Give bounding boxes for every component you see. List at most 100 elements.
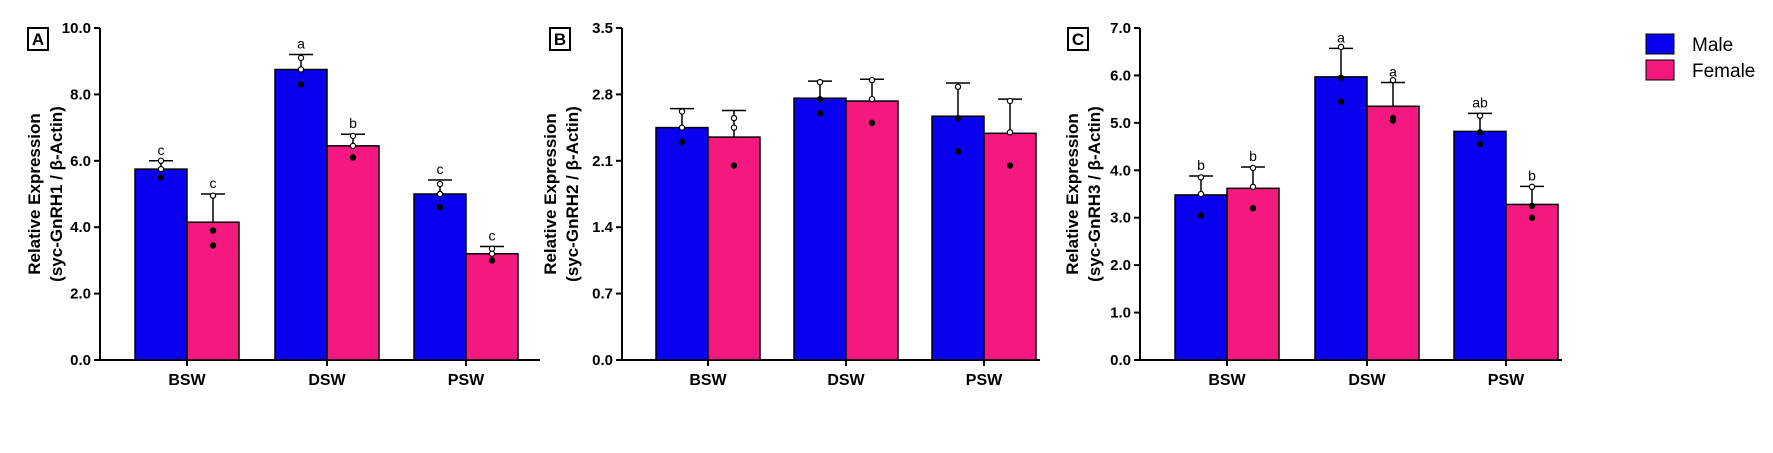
data-point bbox=[730, 114, 738, 122]
data-point bbox=[157, 174, 165, 181]
y-axis-label: Relative Expression bbox=[541, 113, 560, 275]
y-tick-label: 0.0 bbox=[592, 352, 613, 369]
x-tick-label: BSW bbox=[1208, 372, 1246, 389]
y-tick-label: 3.5 bbox=[592, 20, 613, 37]
y-tick-label: 2.1 bbox=[592, 153, 613, 170]
significance-letter: c bbox=[489, 227, 496, 243]
legend-swatch-male bbox=[1645, 33, 1675, 55]
legend-label-male: Male bbox=[1692, 35, 1733, 56]
y-tick-label: 5.0 bbox=[1110, 115, 1131, 132]
data-point bbox=[349, 142, 357, 150]
data-point bbox=[157, 165, 165, 173]
data-point bbox=[488, 245, 496, 252]
legend-label-female: Female bbox=[1692, 61, 1755, 82]
y-tick-label: 6.0 bbox=[70, 153, 91, 170]
data-point bbox=[1249, 183, 1257, 191]
bar bbox=[134, 168, 188, 361]
y-tick-label: 0.7 bbox=[592, 286, 613, 303]
significance-letter: c bbox=[437, 161, 444, 177]
y-axis-label: Relative Expression bbox=[25, 113, 44, 275]
significance-letter: ab bbox=[1472, 94, 1488, 110]
bar bbox=[186, 221, 240, 361]
data-point bbox=[297, 66, 305, 73]
data-point bbox=[297, 54, 305, 62]
data-point bbox=[816, 95, 824, 103]
data-point bbox=[209, 192, 217, 199]
data-point bbox=[868, 119, 876, 127]
bar bbox=[1314, 76, 1368, 361]
data-point bbox=[209, 242, 217, 249]
data-point bbox=[678, 138, 686, 146]
x-tick-label: DSW bbox=[827, 372, 865, 389]
bar bbox=[1226, 187, 1280, 361]
y-tick-label: 10.0 bbox=[62, 20, 91, 37]
significance-letter: b bbox=[1528, 167, 1536, 183]
bar bbox=[274, 68, 328, 361]
data-point bbox=[954, 83, 962, 91]
legend: Male Female bbox=[1645, 33, 1755, 82]
data-point bbox=[1389, 114, 1397, 122]
bar bbox=[1174, 194, 1228, 361]
data-point bbox=[1389, 76, 1397, 84]
y-axis-label-sub: (syc-GnRH2 / β-Actin) bbox=[563, 106, 582, 282]
significance-letter: a bbox=[1389, 64, 1397, 80]
bar bbox=[1366, 105, 1420, 361]
data-point bbox=[816, 78, 824, 86]
data-point bbox=[436, 180, 444, 188]
x-tick-label: DSW bbox=[308, 372, 346, 389]
y-tick-label: 2.0 bbox=[1110, 257, 1131, 274]
y-axis-label-sub: (syc-GnRH1 / β-Actin) bbox=[47, 106, 66, 282]
data-point bbox=[954, 148, 962, 155]
y-axis-label: Relative Expression bbox=[1063, 113, 1082, 275]
data-point bbox=[1006, 97, 1014, 105]
bar bbox=[983, 132, 1037, 361]
data-point bbox=[816, 110, 824, 117]
data-point bbox=[1528, 202, 1536, 210]
bar bbox=[793, 97, 847, 361]
y-axis-label-sub: (syc-GnRH3 / β-Actin) bbox=[1085, 106, 1104, 282]
data-point bbox=[157, 157, 165, 164]
panel-letter-box bbox=[1067, 27, 1089, 51]
data-point bbox=[349, 132, 357, 140]
x-tick-label: BSW bbox=[168, 372, 206, 389]
panel-letter-box bbox=[549, 27, 571, 51]
data-point bbox=[730, 124, 738, 131]
data-point bbox=[1476, 112, 1484, 119]
y-tick-label: 4.0 bbox=[1110, 162, 1131, 179]
data-point bbox=[868, 95, 876, 103]
y-tick-label: 8.0 bbox=[70, 86, 91, 103]
x-tick-label: BSW bbox=[689, 372, 727, 389]
panel-c: C Relative Expression (syc-GnRH3 / β-Actin… bbox=[1063, 20, 1562, 389]
panel-b: B Relative Expression (syc-GnRH2 / β-Actin… bbox=[541, 20, 1040, 389]
data-point bbox=[349, 154, 357, 161]
y-tick-label: 1.0 bbox=[1110, 305, 1131, 322]
significance-letter: c bbox=[210, 175, 217, 191]
panel-letter: C bbox=[1072, 30, 1084, 49]
data-point bbox=[1337, 74, 1345, 82]
data-point bbox=[1528, 183, 1536, 191]
significance-letter: a bbox=[1337, 29, 1345, 45]
data-point bbox=[297, 81, 305, 88]
significance-letter: c bbox=[158, 142, 165, 158]
panel-a: A Relative Expression (syc-GnRH1 / β-Actin… bbox=[25, 20, 540, 389]
data-point bbox=[488, 257, 496, 264]
data-point bbox=[436, 204, 444, 211]
x-tick-label: PSW bbox=[1488, 372, 1525, 389]
y-tick-label: 2.8 bbox=[592, 86, 613, 103]
y-tick-label: 1.4 bbox=[592, 219, 614, 236]
data-point bbox=[1197, 212, 1205, 219]
data-point bbox=[1006, 129, 1014, 136]
x-tick-label: PSW bbox=[448, 372, 485, 389]
bar bbox=[707, 136, 761, 361]
data-point bbox=[1197, 190, 1205, 198]
data-point bbox=[1249, 205, 1257, 212]
data-point bbox=[1476, 140, 1484, 148]
bar bbox=[465, 253, 519, 361]
data-point bbox=[1528, 214, 1536, 221]
data-point bbox=[868, 76, 876, 84]
data-point bbox=[436, 190, 444, 198]
data-point bbox=[678, 108, 686, 115]
bar bbox=[1453, 130, 1507, 361]
significance-letter: b bbox=[349, 115, 357, 131]
